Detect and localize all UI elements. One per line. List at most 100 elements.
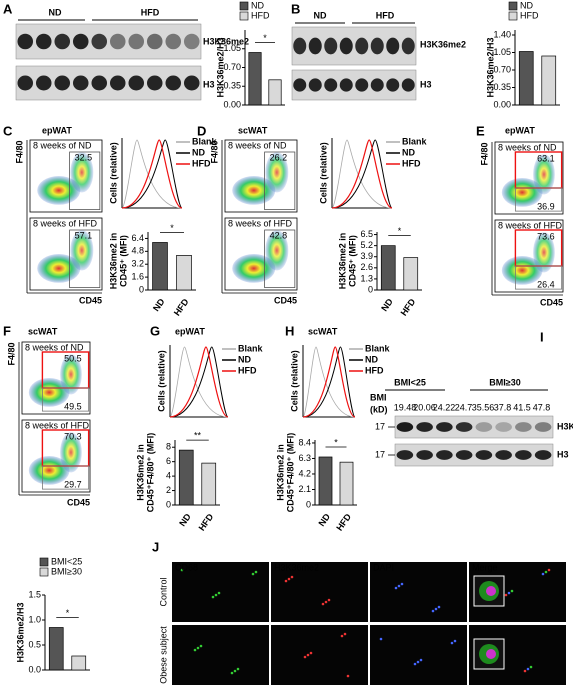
blot-band: [495, 450, 512, 460]
bar: [248, 52, 262, 106]
y-axis-label: Cells (relative): [289, 350, 299, 412]
channel-label: DAPI: [373, 562, 394, 572]
signal-spot: [230, 671, 234, 675]
y-axis-label: H3K36me2/H3: [215, 37, 225, 97]
y-tick-label: 6: [166, 456, 171, 466]
blot-band: [339, 37, 353, 55]
tissue-label: scWAT: [238, 125, 268, 135]
legend-swatch: [39, 557, 49, 567]
signal-spot: [251, 572, 255, 576]
x-tick-label: ND: [316, 511, 332, 528]
blot-band: [72, 33, 89, 50]
bar: [268, 79, 282, 106]
x-axis-label: CD45: [274, 295, 297, 305]
signal-spot: [211, 595, 215, 599]
bmi-value: 20.06: [413, 402, 436, 412]
y-tick-label: 1.05: [223, 43, 241, 53]
blot-band: [146, 33, 163, 50]
signal-spot: [453, 639, 457, 643]
cell-cloud: [60, 354, 82, 395]
micrograph: [370, 625, 467, 685]
blot-band: [475, 450, 493, 460]
bmi-value: 24.7: [455, 402, 473, 412]
signal-spot: [419, 658, 423, 662]
x-tick-label: ND: [151, 296, 167, 313]
blot-band: [35, 75, 52, 91]
cell-cloud: [533, 154, 555, 195]
group-label: BMI<25: [394, 377, 426, 387]
blot-band: [109, 75, 126, 91]
x-axis-label: CD45: [67, 497, 90, 507]
blot-band: [339, 78, 353, 92]
histogram-curve: [121, 139, 183, 209]
signal-spot: [541, 572, 545, 576]
tissue-label: scWAT: [28, 326, 58, 336]
gate-value: 26.4: [537, 279, 555, 289]
y-tick-label: 0.70: [223, 62, 241, 72]
y-tick-label: 2: [166, 485, 171, 495]
signal-spot: [180, 568, 184, 572]
panel-letter: D: [197, 123, 206, 138]
bar: [176, 255, 192, 291]
histogram-curve: [302, 346, 356, 418]
signal-spot: [431, 609, 435, 613]
blot-band: [370, 37, 384, 55]
gate-value: 36.9: [537, 201, 555, 211]
blot-band: [17, 33, 34, 50]
row-label: Control: [158, 577, 168, 606]
gate-value: 73.6: [537, 231, 555, 241]
x-axis-label: CD45: [540, 297, 563, 307]
y-axis-label: CD45⁺ (MFI): [347, 235, 357, 287]
gate: [42, 387, 90, 412]
y-axis-label: CD45⁺F4/80⁺ (MFI): [285, 433, 295, 513]
blot-band: [183, 33, 200, 50]
panel-letter: A: [3, 1, 13, 16]
blot-band: [17, 75, 34, 91]
blot-band: [370, 78, 384, 92]
histogram-curve: [302, 346, 356, 418]
gate-value: 70.3: [64, 431, 82, 441]
gate-title: 8 weeks of ND: [498, 142, 557, 152]
legend-label: ND: [238, 354, 251, 364]
band-label: H3K36me2: [420, 39, 466, 49]
gate-value: 26.2: [270, 152, 288, 162]
signal-spot: [284, 579, 288, 583]
legend-label: HFD: [365, 365, 384, 375]
signal-spot: [526, 667, 530, 671]
signal-spot: [504, 593, 508, 597]
histogram-curve: [169, 346, 229, 418]
y-axis-label: H3K36me2/H3: [15, 602, 25, 662]
signal-spot: [510, 589, 514, 593]
y-axis-label: H3K36me2 in: [275, 444, 285, 501]
signal-spot: [547, 568, 551, 572]
gate: [264, 229, 296, 288]
gate-value: 50.5: [64, 353, 82, 363]
y-tick-label: 1.5: [28, 589, 41, 599]
micrograph: [271, 562, 368, 622]
blot-band: [534, 450, 552, 460]
signal-spot: [199, 644, 203, 648]
blot-band: [91, 33, 108, 50]
x-axis-label: CD45: [79, 295, 102, 305]
signal-spot: [217, 591, 221, 595]
blot-band: [416, 422, 433, 432]
y-tick-label: 1.0: [28, 614, 41, 624]
y-axis-label: Cells (relative): [318, 142, 328, 204]
legend-label: HFD: [520, 10, 539, 20]
gate: [515, 265, 563, 290]
y-tick-label: 6.3: [298, 453, 311, 463]
signal-spot: [306, 653, 310, 657]
signal-spot: [236, 667, 240, 671]
blot-band: [436, 450, 453, 460]
legend-swatch: [508, 1, 518, 11]
cell-cloud: [501, 256, 543, 285]
signal-spot: [324, 600, 328, 604]
channel-label: Merge: [472, 562, 498, 572]
blot-band: [396, 422, 414, 432]
signal-spot: [290, 575, 294, 579]
blot-band: [515, 450, 532, 460]
cell-cloud: [533, 232, 555, 273]
blot-band: [308, 78, 322, 92]
bmi-value: 24.22: [433, 402, 456, 412]
